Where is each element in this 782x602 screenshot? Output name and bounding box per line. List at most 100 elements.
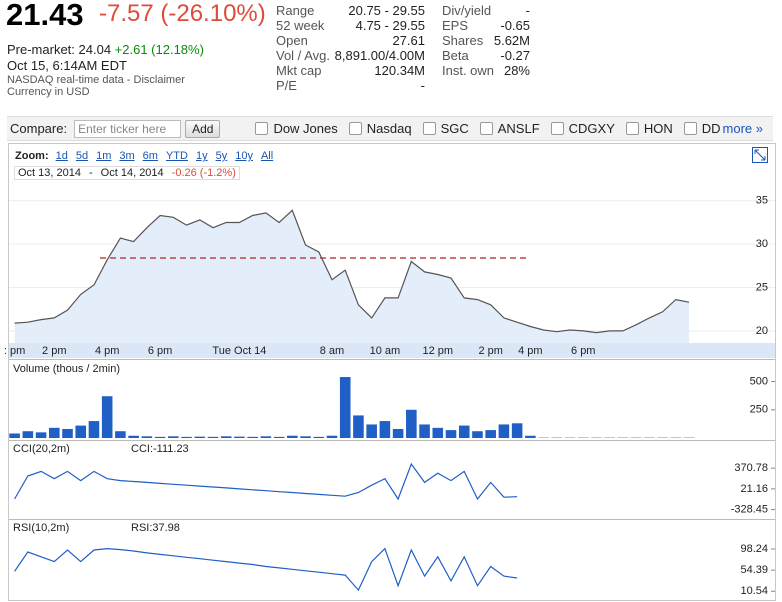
stat-label: 52 week [276, 18, 325, 33]
checkbox[interactable] [550, 122, 564, 135]
volume-bar [419, 424, 430, 438]
date-range: Oct 13, 2014 - Oct 14, 2014 -0.26 (-1.2%… [14, 166, 240, 180]
x-tick-label: 10 am [370, 345, 401, 357]
volume-bar [406, 409, 417, 438]
volume-bar [458, 425, 470, 438]
stat-label: Beta [442, 48, 469, 63]
y-tick-label: 20 [756, 325, 768, 337]
data-line [14, 462, 518, 501]
zoom-bar: Zoom: 1d 5d 1m 3m 6m YTD 1y 5y 10y All [15, 150, 273, 162]
ticker-option[interactable]: DD [683, 121, 721, 136]
checkbox[interactable] [422, 122, 436, 135]
y-tick-label: -328.45 [731, 503, 768, 515]
panel-title: RSI(10,2m) [13, 522, 69, 534]
x-tick-label: : pm [4, 345, 25, 357]
stat-value: - [525, 3, 530, 18]
zoom-option[interactable]: YTD [165, 150, 188, 162]
zoom-option[interactable]: 1m [96, 150, 112, 162]
stat-label: Range [276, 3, 315, 18]
x-tick-label: 6 pm [571, 345, 595, 357]
ticker-option[interactable]: HON [625, 121, 673, 136]
y-tick-label: 54.39 [740, 564, 768, 576]
premarket-price: Pre-market: 24.04 [7, 42, 112, 57]
stat-value: 4.75 - 29.55 [355, 18, 425, 33]
ticker-option[interactable]: SGC [422, 121, 469, 136]
panel-title: Volume (thous / 2min) [13, 363, 120, 375]
range-change: -0.26 (-1.2%) [171, 167, 236, 179]
zoom-option[interactable]: 10y [235, 150, 253, 162]
x-tick-label: 4 pm [95, 345, 119, 357]
stat-label: Shares [442, 33, 484, 48]
volume-bar [115, 431, 126, 438]
checkbox[interactable] [348, 122, 362, 135]
zoom-option[interactable]: 1y [195, 150, 208, 162]
zoom-option[interactable]: 3m [119, 150, 135, 162]
ticker-option[interactable]: Dow Jones [255, 121, 338, 136]
add-button[interactable]: Add [185, 119, 221, 138]
premarket-change: +2.61 (12.18%) [114, 42, 204, 57]
compare-label: Compare: [10, 121, 68, 136]
volume-bar [220, 436, 232, 438]
stat-label: Div/yield [442, 3, 492, 18]
stat-label: Mkt cap [276, 63, 322, 78]
stat-label: P/E [276, 78, 297, 93]
data-line [14, 209, 690, 334]
volume-bar [260, 436, 272, 438]
chart-frame [8, 143, 776, 601]
y-tick-label: 250 [750, 404, 768, 416]
ticker-list: Dow Jones Nasdaq SGC ANSLF CDGXY HON DD [255, 121, 721, 136]
stat-value: -0.27 [500, 48, 530, 63]
ticker-option[interactable]: ANSLF [479, 121, 540, 136]
volume-bar [101, 396, 113, 438]
x-tick-label: 6 pm [148, 345, 172, 357]
volume-bar [128, 435, 139, 438]
zoom-option[interactable]: 5d [75, 150, 89, 162]
ticker-option[interactable]: Nasdaq [348, 121, 412, 136]
x-tick-label: 2 pm [42, 345, 66, 357]
more-link[interactable]: more » [722, 121, 763, 136]
zoom-option[interactable]: 6m [142, 150, 158, 162]
y-tick-label: 25 [756, 281, 768, 293]
volume-bar [432, 427, 444, 438]
checkbox[interactable] [683, 122, 697, 135]
checkbox[interactable] [625, 122, 639, 135]
disclaimer[interactable]: NASDAQ real-time data - Disclaimer [7, 74, 185, 86]
volume-bar [9, 433, 20, 438]
x-tick-label: 2 pm [478, 345, 502, 357]
ticker-name: HON [643, 121, 673, 136]
stat-value: 5.62M [493, 33, 530, 48]
zoom-option[interactable]: All [260, 150, 274, 162]
x-axis-band [9, 343, 775, 358]
volume-bar [75, 425, 87, 438]
stat-value: 120.34M [374, 63, 425, 78]
ticker-name: Dow Jones [273, 121, 338, 136]
stat-value: 8,891.00/4.00M [334, 48, 425, 63]
ticker-input[interactable]: Enter ticker here [74, 119, 182, 138]
volume-bar [326, 435, 338, 438]
ticker-option[interactable]: CDGXY [550, 121, 615, 136]
y-tick-label: 10.54 [740, 585, 768, 597]
checkbox[interactable] [255, 122, 269, 135]
volume-bar [273, 436, 285, 438]
compare-bar: Compare: Enter ticker here Add Dow Jones… [7, 116, 773, 141]
zoom-option[interactable]: 1d [55, 150, 68, 162]
volume-bar [207, 436, 219, 438]
stat-value: -0.65 [500, 18, 530, 33]
y-tick-label: 21.16 [740, 483, 768, 495]
volume-bar [287, 435, 298, 438]
volume-bar [485, 430, 496, 438]
x-tick-label: 4 pm [518, 345, 542, 357]
panel-title: CCI(20,2m) [13, 443, 70, 455]
checkbox[interactable] [479, 122, 493, 135]
volume-bar [525, 435, 536, 438]
panel-readout: RSI:37.98 [131, 522, 180, 534]
ticker-name: Nasdaq [366, 121, 412, 136]
volume-bar [35, 432, 47, 438]
zoom-option[interactable]: 5y [215, 150, 228, 162]
expand-icon[interactable] [752, 147, 768, 163]
y-tick-label: 370.78 [734, 462, 768, 474]
stat-value: - [420, 78, 425, 93]
zoom-label: Zoom: [15, 150, 49, 162]
